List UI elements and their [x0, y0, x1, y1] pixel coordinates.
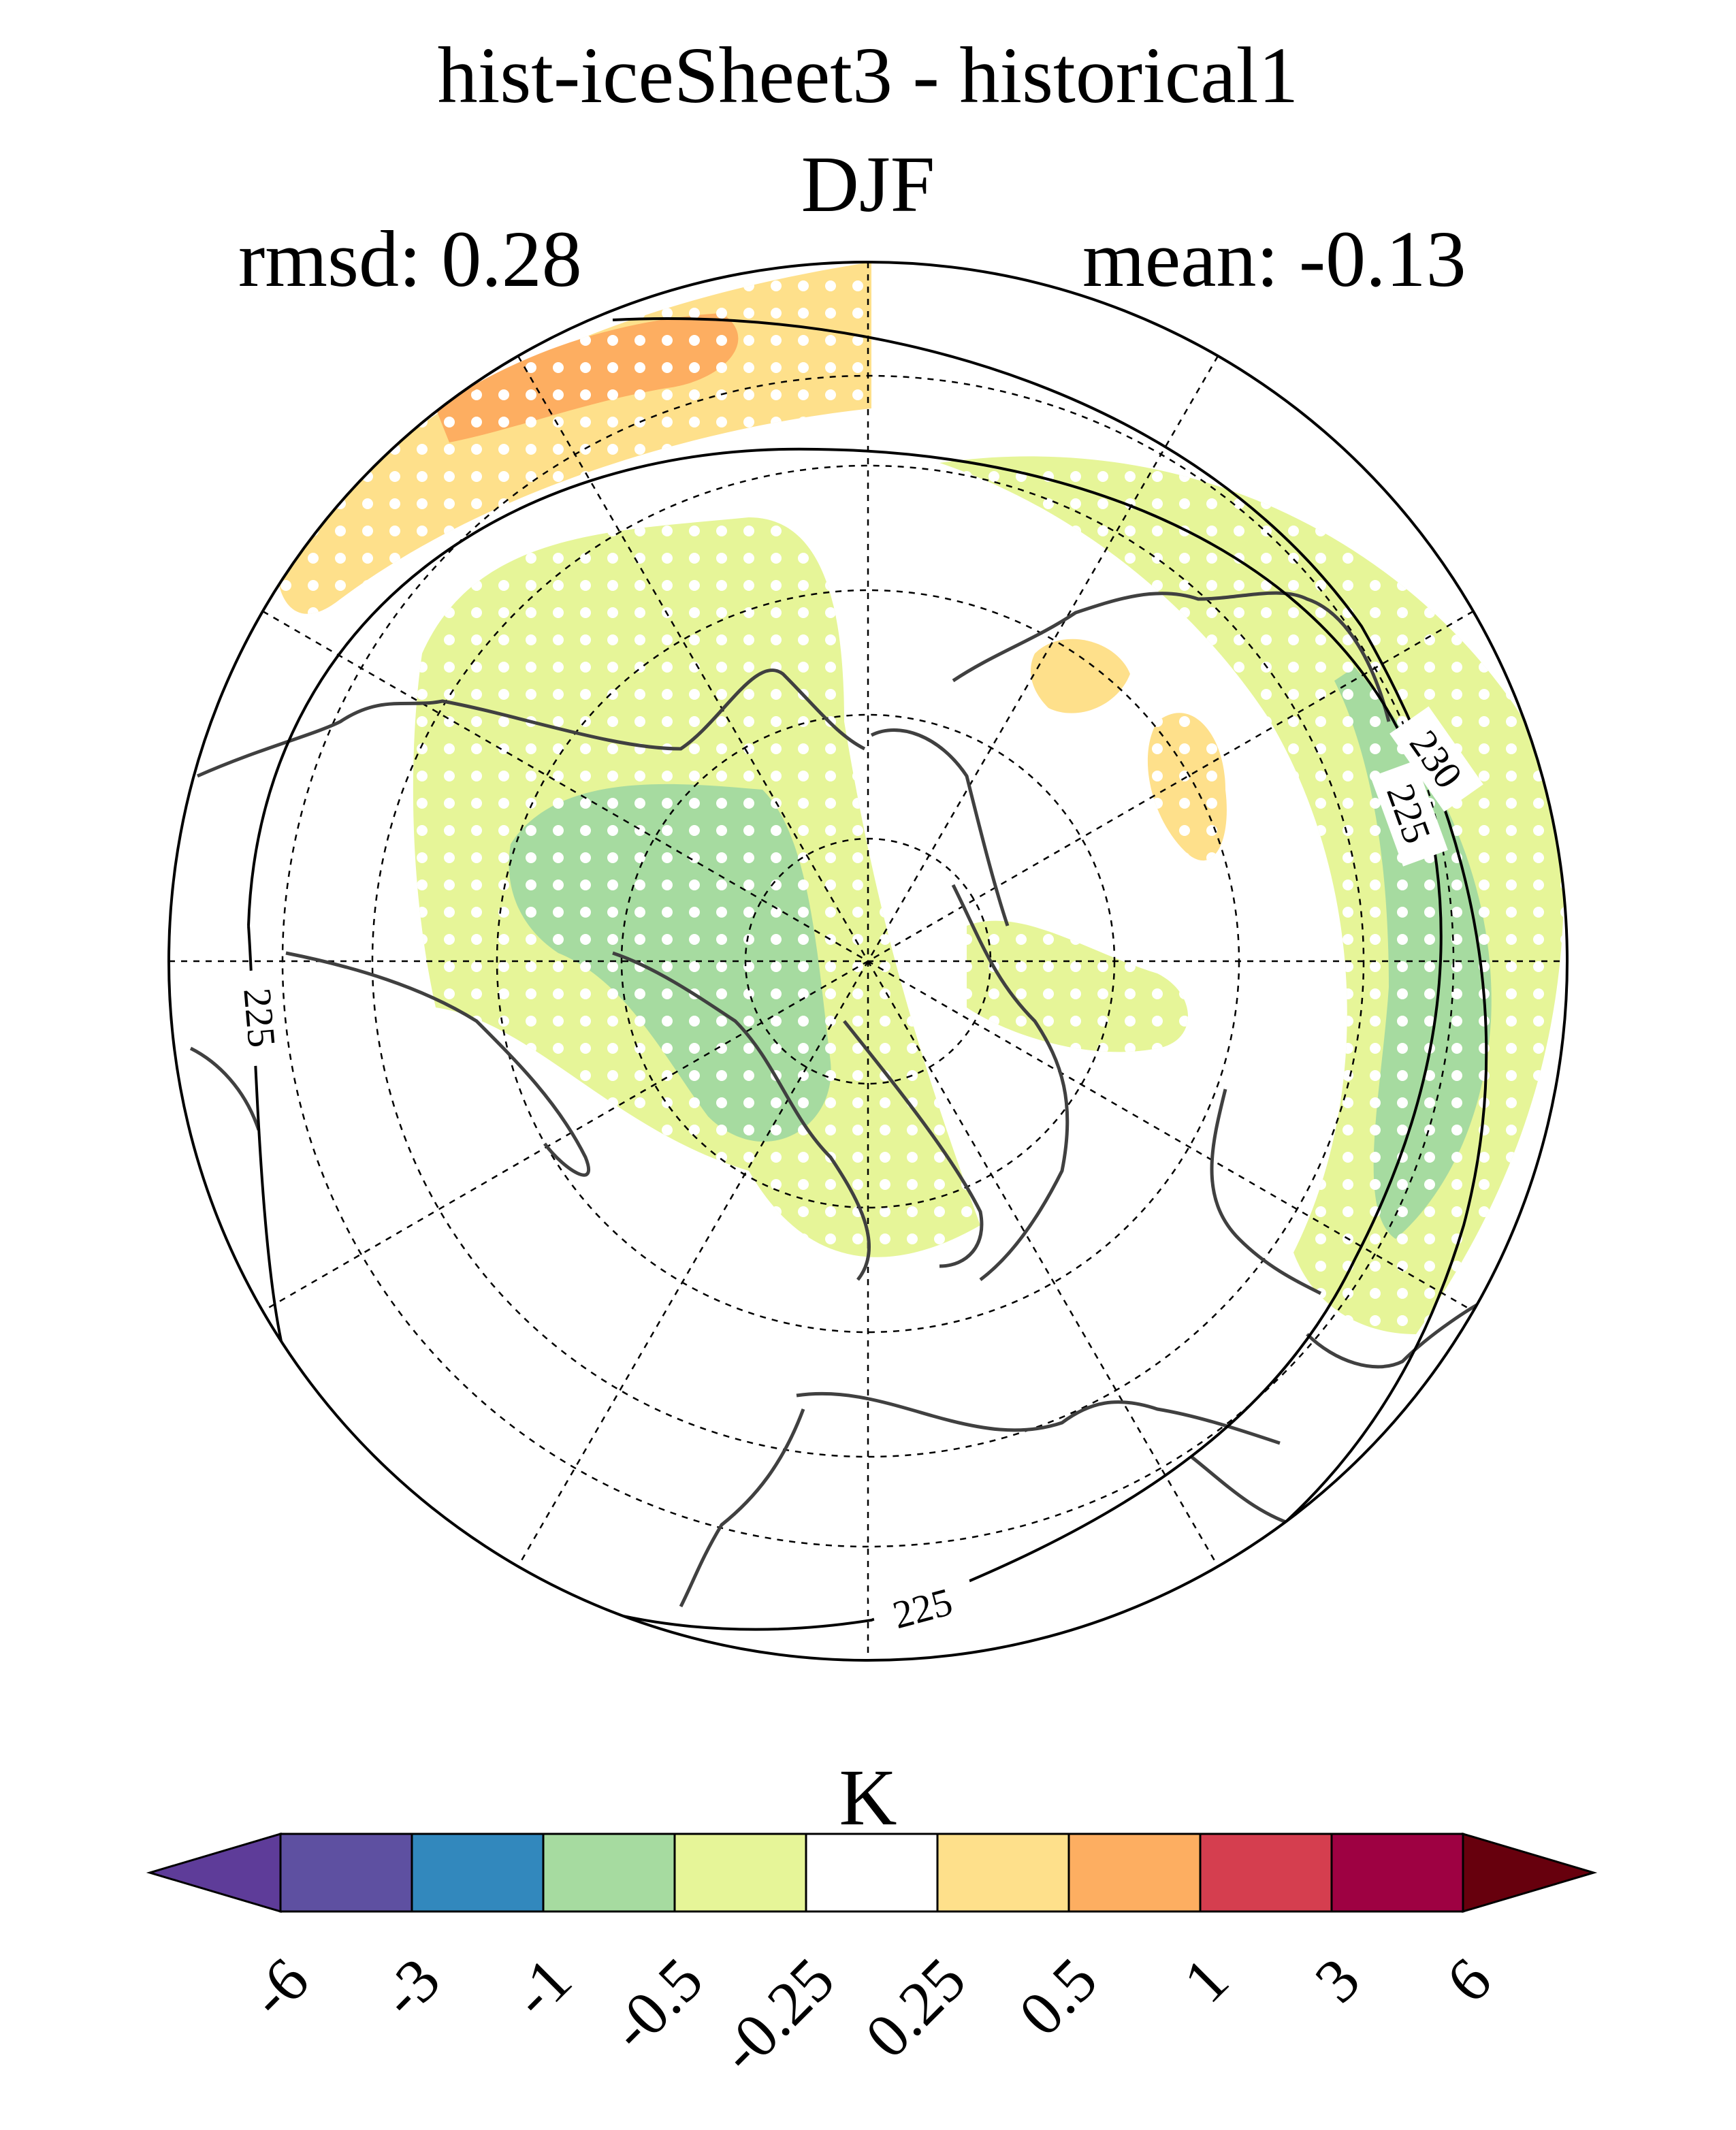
map-disc	[169, 262, 1567, 1660]
colorbar-tick-label: 0.5	[1006, 1944, 1110, 2048]
colorbar: -6 -3 -1 -0.5-0.25 0.25 0.5 1 3 6	[146, 1832, 1598, 2086]
colorbar-extend-high	[1462, 1832, 1598, 1914]
colorbar-tick-label: 0.25	[852, 1944, 979, 2071]
contour-label-south: 225	[867, 1570, 980, 1646]
anomaly-region-siberia-warm	[1031, 639, 1130, 713]
season-label: DJF	[801, 140, 935, 229]
colorbar-box	[1199, 1833, 1333, 1913]
colorbar-tick-label: -3	[367, 1944, 453, 2030]
significance-stippling	[279, 262, 1564, 1334]
colorbar-tick-label: -0.25	[706, 1944, 848, 2086]
graticule	[169, 262, 1567, 1660]
coastlines	[189, 591, 1499, 1608]
colorbar-tick-label: 1	[1170, 1944, 1242, 2016]
colorbar-tick-label: -0.5	[596, 1944, 716, 2063]
colorbar-box	[936, 1833, 1070, 1913]
colorbar-tick-label: -1	[498, 1944, 584, 2030]
colorbar-box	[673, 1833, 807, 1913]
colorbar-box	[279, 1833, 413, 1913]
colorbar-units: K	[839, 1753, 897, 1842]
rmsd-stat: rmsd: 0.28	[238, 214, 582, 304]
contour-label-south-text: 225	[888, 1579, 957, 1637]
colorbar-tick-label: 6	[1433, 1944, 1505, 2016]
colorbar-tick-label: -6	[236, 1944, 321, 2030]
contour-label-west-text: 225	[235, 986, 284, 1049]
map-title: hist-iceSheet3 - historical1	[437, 31, 1299, 120]
mean-stat: mean: -0.13	[1082, 214, 1466, 304]
map-border	[167, 261, 1569, 1662]
colorbar-box	[542, 1833, 676, 1913]
colorbar-box	[411, 1833, 545, 1913]
colorbar-tick-label: 3	[1302, 1944, 1373, 2016]
colorbar-extend-low	[146, 1832, 282, 1914]
colorbar-box	[805, 1833, 939, 1913]
colorbar-box	[1330, 1833, 1464, 1913]
colorbar-box	[1067, 1833, 1202, 1913]
contour-label-west: 225	[232, 968, 288, 1067]
